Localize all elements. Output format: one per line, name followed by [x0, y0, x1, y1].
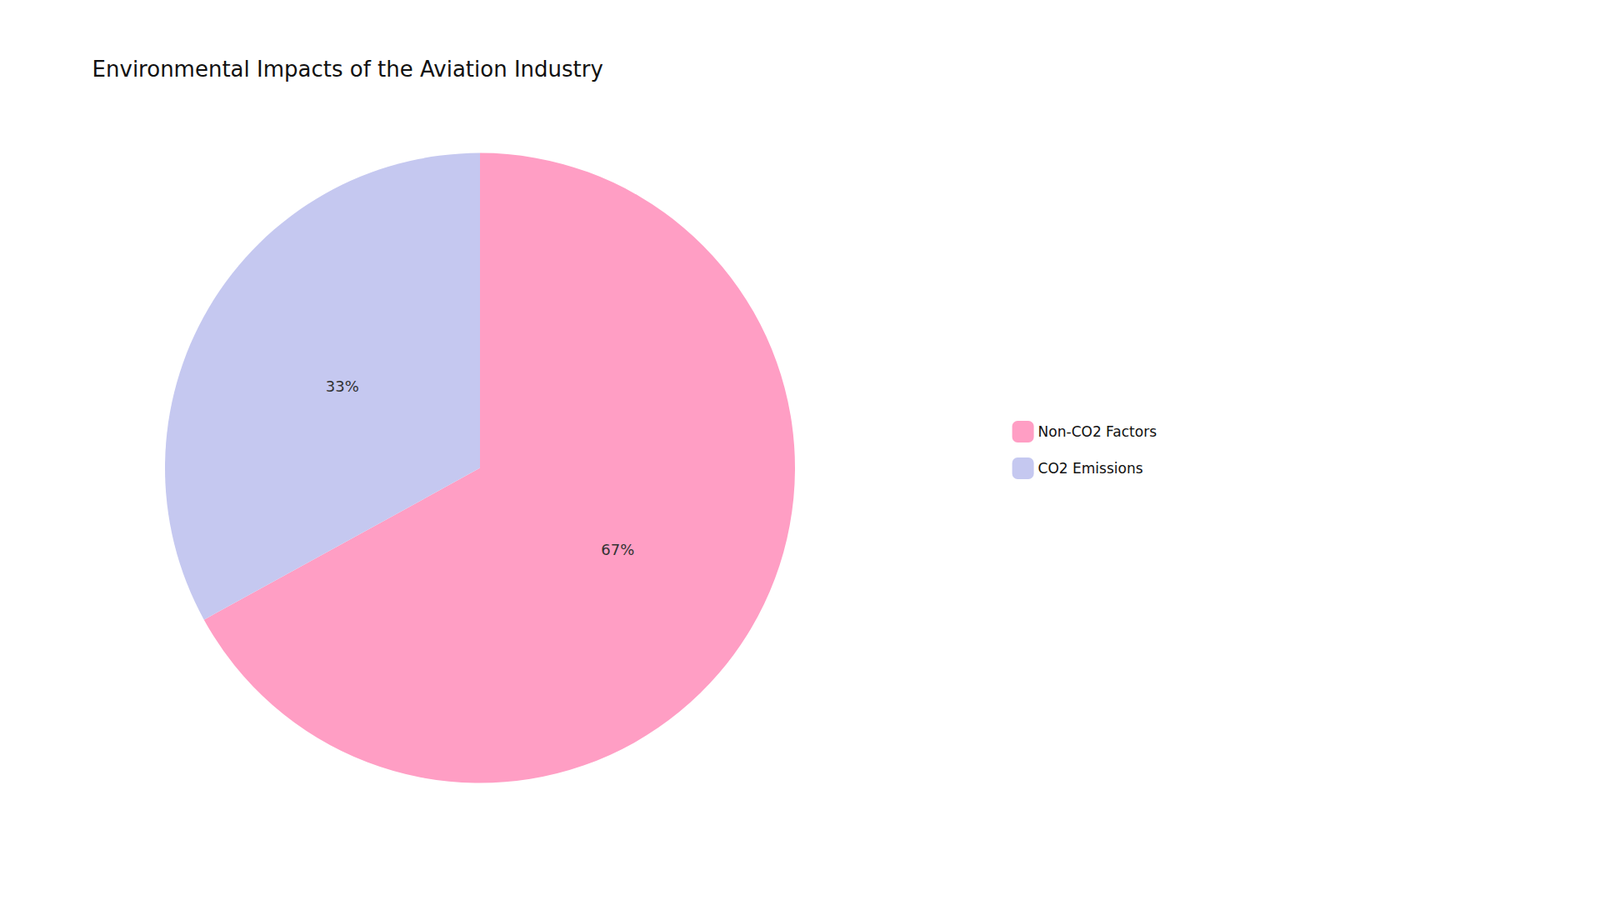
svg-text:Non-CO2 Factors: Non-CO2 Factors [1038, 423, 1158, 440]
svg-text:33%: 33% [325, 377, 360, 395]
svg-text:CO2 Emissions: CO2 Emissions [1038, 460, 1144, 477]
svg-text:67%: 67% [600, 540, 635, 559]
svg-text:Environmental Impacts of the A: Environmental Impacts of the Aviation In… [92, 56, 604, 82]
